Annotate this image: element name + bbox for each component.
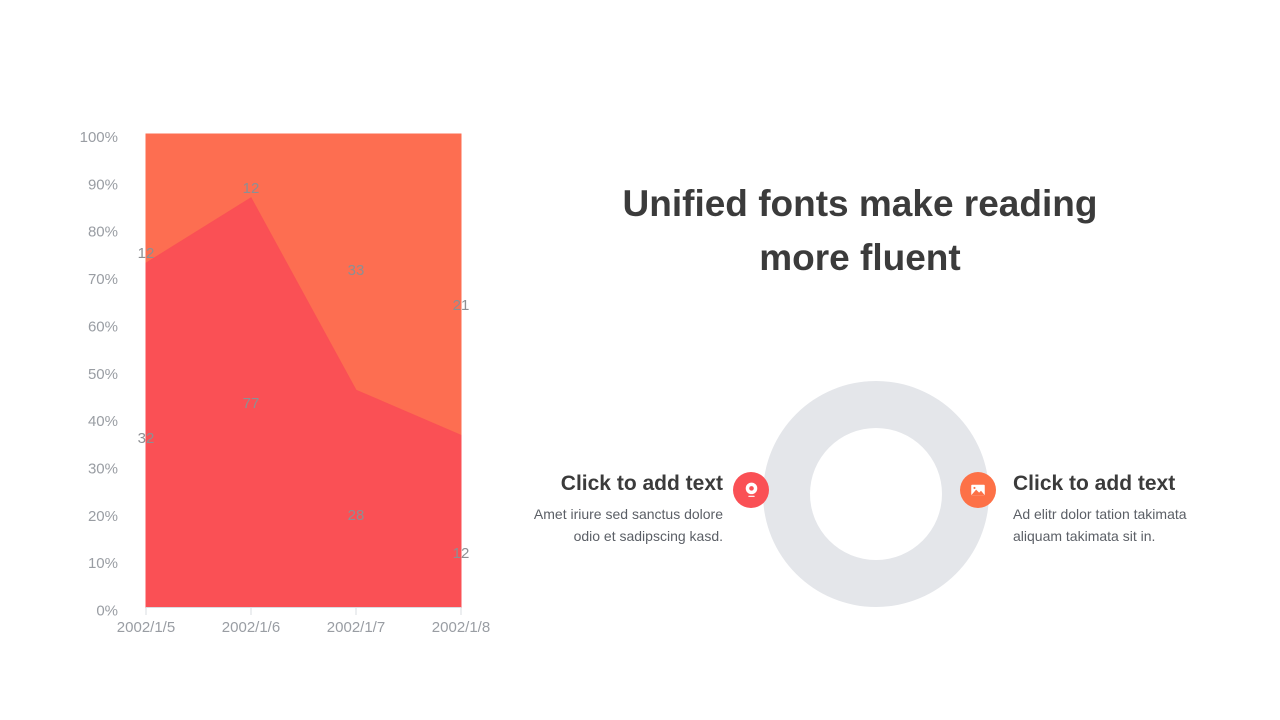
svg-text:2002/1/8: 2002/1/8 [432, 619, 490, 636]
svg-text:70%: 70% [88, 271, 118, 288]
svg-text:12: 12 [138, 245, 155, 262]
svg-text:21: 21 [453, 297, 470, 314]
svg-text:77: 77 [243, 395, 260, 412]
svg-text:100%: 100% [80, 129, 118, 146]
svg-text:12: 12 [453, 545, 470, 562]
svg-text:12: 12 [243, 180, 260, 197]
svg-text:2002/1/7: 2002/1/7 [327, 619, 385, 636]
svg-text:33: 33 [348, 262, 365, 279]
svg-text:2002/1/5: 2002/1/5 [117, 619, 175, 636]
svg-text:40%: 40% [88, 413, 118, 430]
svg-text:0%: 0% [96, 603, 118, 620]
svg-text:32: 32 [138, 430, 155, 447]
svg-text:2002/1/6: 2002/1/6 [222, 619, 280, 636]
svg-text:30%: 30% [88, 460, 118, 477]
svg-text:80%: 80% [88, 224, 118, 241]
svg-text:10%: 10% [88, 555, 118, 572]
svg-text:50%: 50% [88, 366, 118, 383]
svg-text:90%: 90% [88, 176, 118, 193]
svg-text:20%: 20% [88, 508, 118, 525]
svg-text:60%: 60% [88, 318, 118, 335]
